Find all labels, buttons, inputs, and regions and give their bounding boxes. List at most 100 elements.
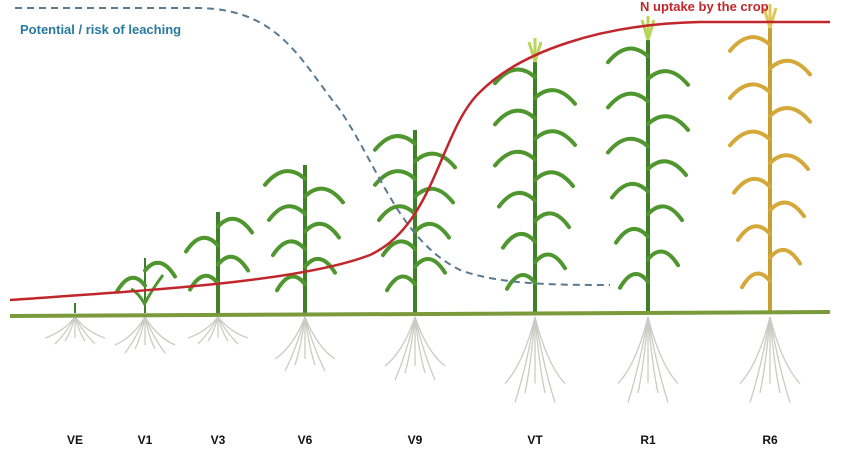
stage-label: VE — [67, 433, 83, 447]
leaf — [373, 134, 417, 152]
leaf — [413, 151, 457, 170]
leaf — [736, 224, 772, 242]
leaf — [732, 177, 772, 195]
leaf — [728, 35, 772, 53]
leaf — [493, 108, 537, 127]
leaf — [413, 257, 447, 275]
root — [514, 316, 536, 403]
leaf — [533, 211, 571, 230]
leaf — [768, 247, 802, 266]
leaf — [263, 169, 307, 187]
root — [647, 316, 659, 394]
leaf — [493, 67, 537, 86]
root — [187, 316, 219, 339]
root — [647, 316, 669, 403]
root — [414, 316, 446, 367]
leaf — [740, 271, 772, 290]
leaf — [606, 91, 650, 110]
root — [637, 316, 649, 394]
root — [207, 316, 219, 342]
root — [534, 316, 546, 394]
leaf — [768, 153, 810, 171]
leaf — [728, 129, 772, 148]
leaf — [533, 88, 577, 106]
root — [274, 316, 306, 360]
leaf — [381, 239, 417, 258]
root — [217, 316, 249, 339]
leaf — [768, 200, 806, 219]
root — [769, 316, 791, 403]
plants — [44, 4, 812, 403]
leaf — [768, 106, 812, 124]
leaf — [413, 221, 451, 240]
root — [384, 316, 416, 367]
leaf — [768, 58, 812, 77]
root — [534, 316, 566, 384]
leaf — [275, 274, 307, 293]
root — [414, 316, 436, 381]
stage-label: R1 — [640, 433, 656, 447]
root — [524, 316, 536, 394]
root — [304, 316, 336, 360]
leaf — [303, 221, 341, 240]
stage-label: V9 — [408, 433, 423, 447]
leaf — [646, 114, 690, 132]
leaf — [373, 169, 417, 187]
root — [124, 316, 146, 354]
tassel — [762, 4, 778, 29]
leaf — [646, 249, 680, 268]
leaf — [533, 170, 575, 188]
tassel — [527, 38, 543, 63]
root — [114, 316, 146, 346]
root — [534, 316, 556, 403]
root — [769, 316, 801, 384]
leaf — [646, 159, 688, 177]
root — [404, 316, 416, 374]
leaf — [646, 204, 684, 223]
root — [134, 316, 146, 350]
root — [64, 316, 76, 342]
leaf — [303, 257, 337, 275]
root — [647, 316, 679, 384]
root — [739, 316, 771, 384]
leaf — [501, 232, 537, 250]
stage-label: V3 — [211, 433, 226, 447]
leaf — [618, 272, 650, 290]
leaf — [130, 287, 147, 306]
leaf — [497, 190, 537, 209]
ground-line — [9, 310, 831, 318]
leaf — [493, 149, 537, 168]
leaf — [728, 82, 772, 101]
leaf — [303, 186, 345, 205]
stage-label: R6 — [762, 433, 778, 447]
leaf — [413, 186, 455, 205]
root — [394, 316, 416, 381]
root — [759, 316, 771, 394]
leaf — [377, 204, 417, 222]
leaching-label: Potential / risk of leaching — [20, 22, 181, 37]
leaf — [216, 216, 254, 235]
leaf — [505, 273, 537, 291]
root — [617, 316, 649, 384]
leaf — [610, 181, 650, 200]
root — [284, 316, 306, 372]
leaf — [143, 260, 177, 279]
uptake-label: N uptake by the crop — [640, 0, 769, 14]
leaf — [267, 204, 307, 222]
root — [144, 316, 176, 346]
root — [74, 316, 106, 339]
root — [54, 316, 76, 345]
leaf — [385, 274, 417, 293]
root — [749, 316, 771, 403]
root — [197, 316, 219, 345]
leaf — [271, 239, 307, 258]
leaf — [115, 275, 147, 294]
leaf — [533, 252, 567, 271]
leaf — [646, 69, 690, 87]
root — [627, 316, 649, 403]
leaf — [533, 129, 577, 147]
leaf — [606, 46, 650, 65]
leaf — [188, 273, 220, 292]
stage-label: V6 — [298, 433, 313, 447]
